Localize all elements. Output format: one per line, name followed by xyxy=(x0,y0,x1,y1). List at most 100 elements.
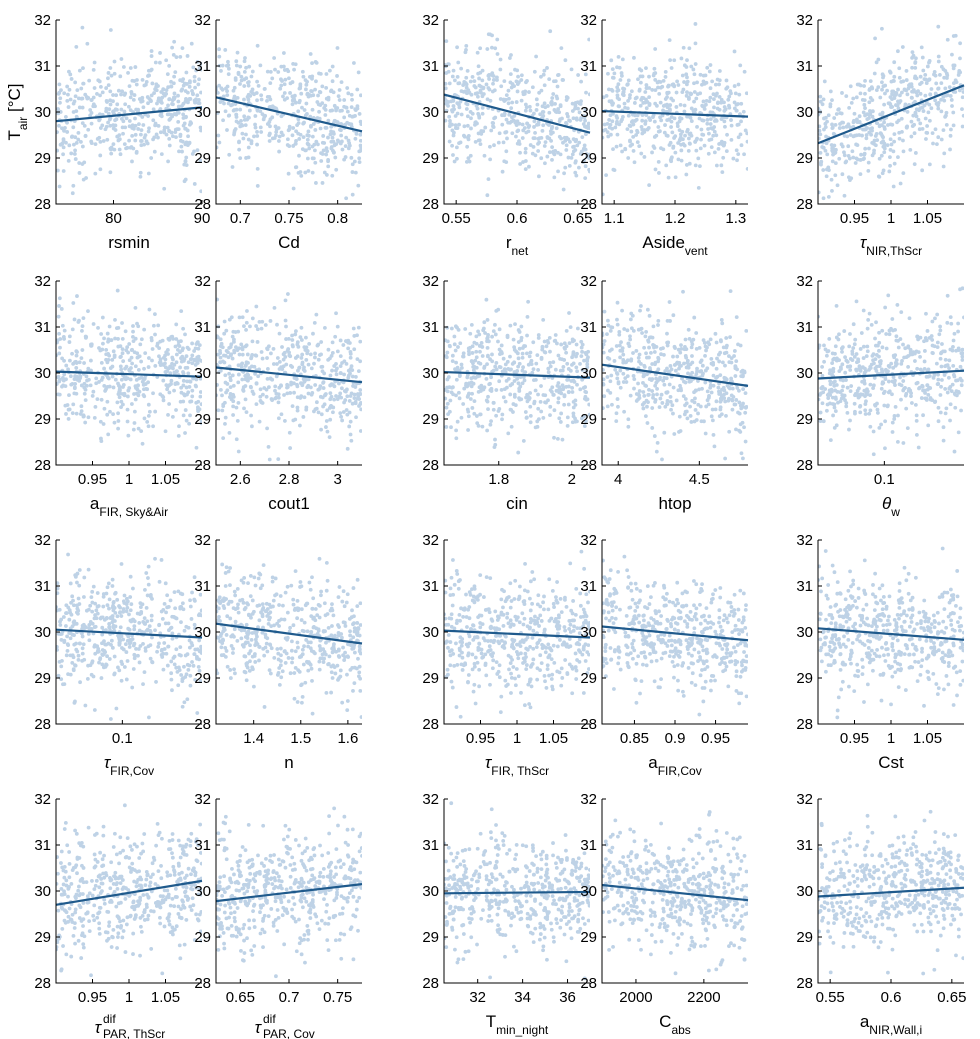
data-point xyxy=(219,69,223,73)
data-point xyxy=(548,413,552,417)
data-point xyxy=(199,359,202,363)
data-point xyxy=(932,72,936,77)
trend-line xyxy=(55,370,203,378)
data-point xyxy=(490,120,495,125)
data-point xyxy=(539,384,543,388)
data-point xyxy=(939,137,944,142)
data-point xyxy=(610,102,615,107)
data-point xyxy=(708,117,713,122)
data-point xyxy=(706,127,710,131)
data-point xyxy=(821,97,826,102)
data-point xyxy=(493,364,498,369)
data-point xyxy=(255,108,260,113)
data-point xyxy=(872,71,877,76)
data-point xyxy=(689,119,694,124)
data-point xyxy=(515,141,520,146)
data-point xyxy=(867,100,872,105)
data-point xyxy=(878,95,883,100)
data-point xyxy=(528,420,533,425)
data-point xyxy=(468,397,473,401)
data-point xyxy=(153,121,158,126)
data-point xyxy=(326,158,331,162)
data-point xyxy=(329,146,334,151)
data-point xyxy=(138,132,143,137)
data-point xyxy=(248,324,252,329)
data-point xyxy=(231,394,236,399)
data-point xyxy=(310,144,315,149)
data-point xyxy=(359,145,362,150)
data-point xyxy=(541,123,546,128)
data-point xyxy=(845,364,850,369)
data-point xyxy=(170,414,175,419)
data-point xyxy=(515,82,520,87)
data-point xyxy=(455,419,460,424)
data-point xyxy=(89,111,94,115)
data-point xyxy=(606,323,611,328)
y-tick-label: 31 xyxy=(34,319,51,336)
data-point xyxy=(668,364,673,368)
data-point xyxy=(904,125,909,130)
data-point xyxy=(665,331,669,336)
data-point xyxy=(628,393,633,398)
data-point xyxy=(843,160,848,165)
data-point xyxy=(508,72,513,77)
data-point xyxy=(122,109,127,114)
x-tick-label: 1.1 xyxy=(604,210,625,227)
data-point xyxy=(269,351,273,356)
data-point xyxy=(625,127,630,131)
data-point xyxy=(694,148,699,153)
data-point xyxy=(67,340,72,344)
data-point xyxy=(291,186,296,191)
data-point xyxy=(289,382,293,387)
data-point xyxy=(690,370,695,375)
data-point xyxy=(727,354,731,359)
data-point xyxy=(329,139,334,144)
data-point xyxy=(497,131,502,136)
data-point xyxy=(56,168,60,173)
data-point xyxy=(901,171,906,176)
data-point xyxy=(943,69,948,73)
data-point xyxy=(561,187,566,192)
data-point xyxy=(232,85,237,90)
data-point xyxy=(80,162,85,166)
data-point xyxy=(818,314,821,319)
data-point xyxy=(615,372,620,376)
data-point xyxy=(225,93,230,98)
data-point xyxy=(339,128,343,133)
data-point xyxy=(684,409,689,414)
data-point xyxy=(622,101,627,106)
data-point xyxy=(738,422,743,427)
data-point xyxy=(647,86,652,90)
data-point xyxy=(277,359,282,364)
data-point xyxy=(171,95,176,100)
data-point xyxy=(186,360,191,365)
data-point xyxy=(921,413,925,418)
data-point xyxy=(934,81,939,86)
data-point xyxy=(309,392,314,397)
data-point xyxy=(823,148,828,153)
data-point xyxy=(938,328,943,333)
data-point xyxy=(216,334,219,339)
data-point xyxy=(535,122,539,127)
data-point xyxy=(332,397,337,402)
data-point xyxy=(577,165,581,170)
data-point xyxy=(616,404,620,409)
data-point xyxy=(514,100,519,104)
data-point xyxy=(685,358,690,363)
data-point xyxy=(890,430,895,434)
data-point xyxy=(488,381,492,386)
trend-line xyxy=(443,93,591,134)
data-point xyxy=(575,143,580,148)
data-point xyxy=(100,123,105,128)
data-point xyxy=(818,132,823,137)
data-point xyxy=(89,358,93,363)
data-point xyxy=(684,355,689,360)
data-point xyxy=(71,183,76,188)
data-point xyxy=(722,351,727,356)
data-point xyxy=(251,392,256,396)
data-point xyxy=(76,96,81,101)
x-tick-label: 1.8 xyxy=(488,471,509,488)
data-point xyxy=(578,102,583,106)
data-point xyxy=(882,150,887,155)
